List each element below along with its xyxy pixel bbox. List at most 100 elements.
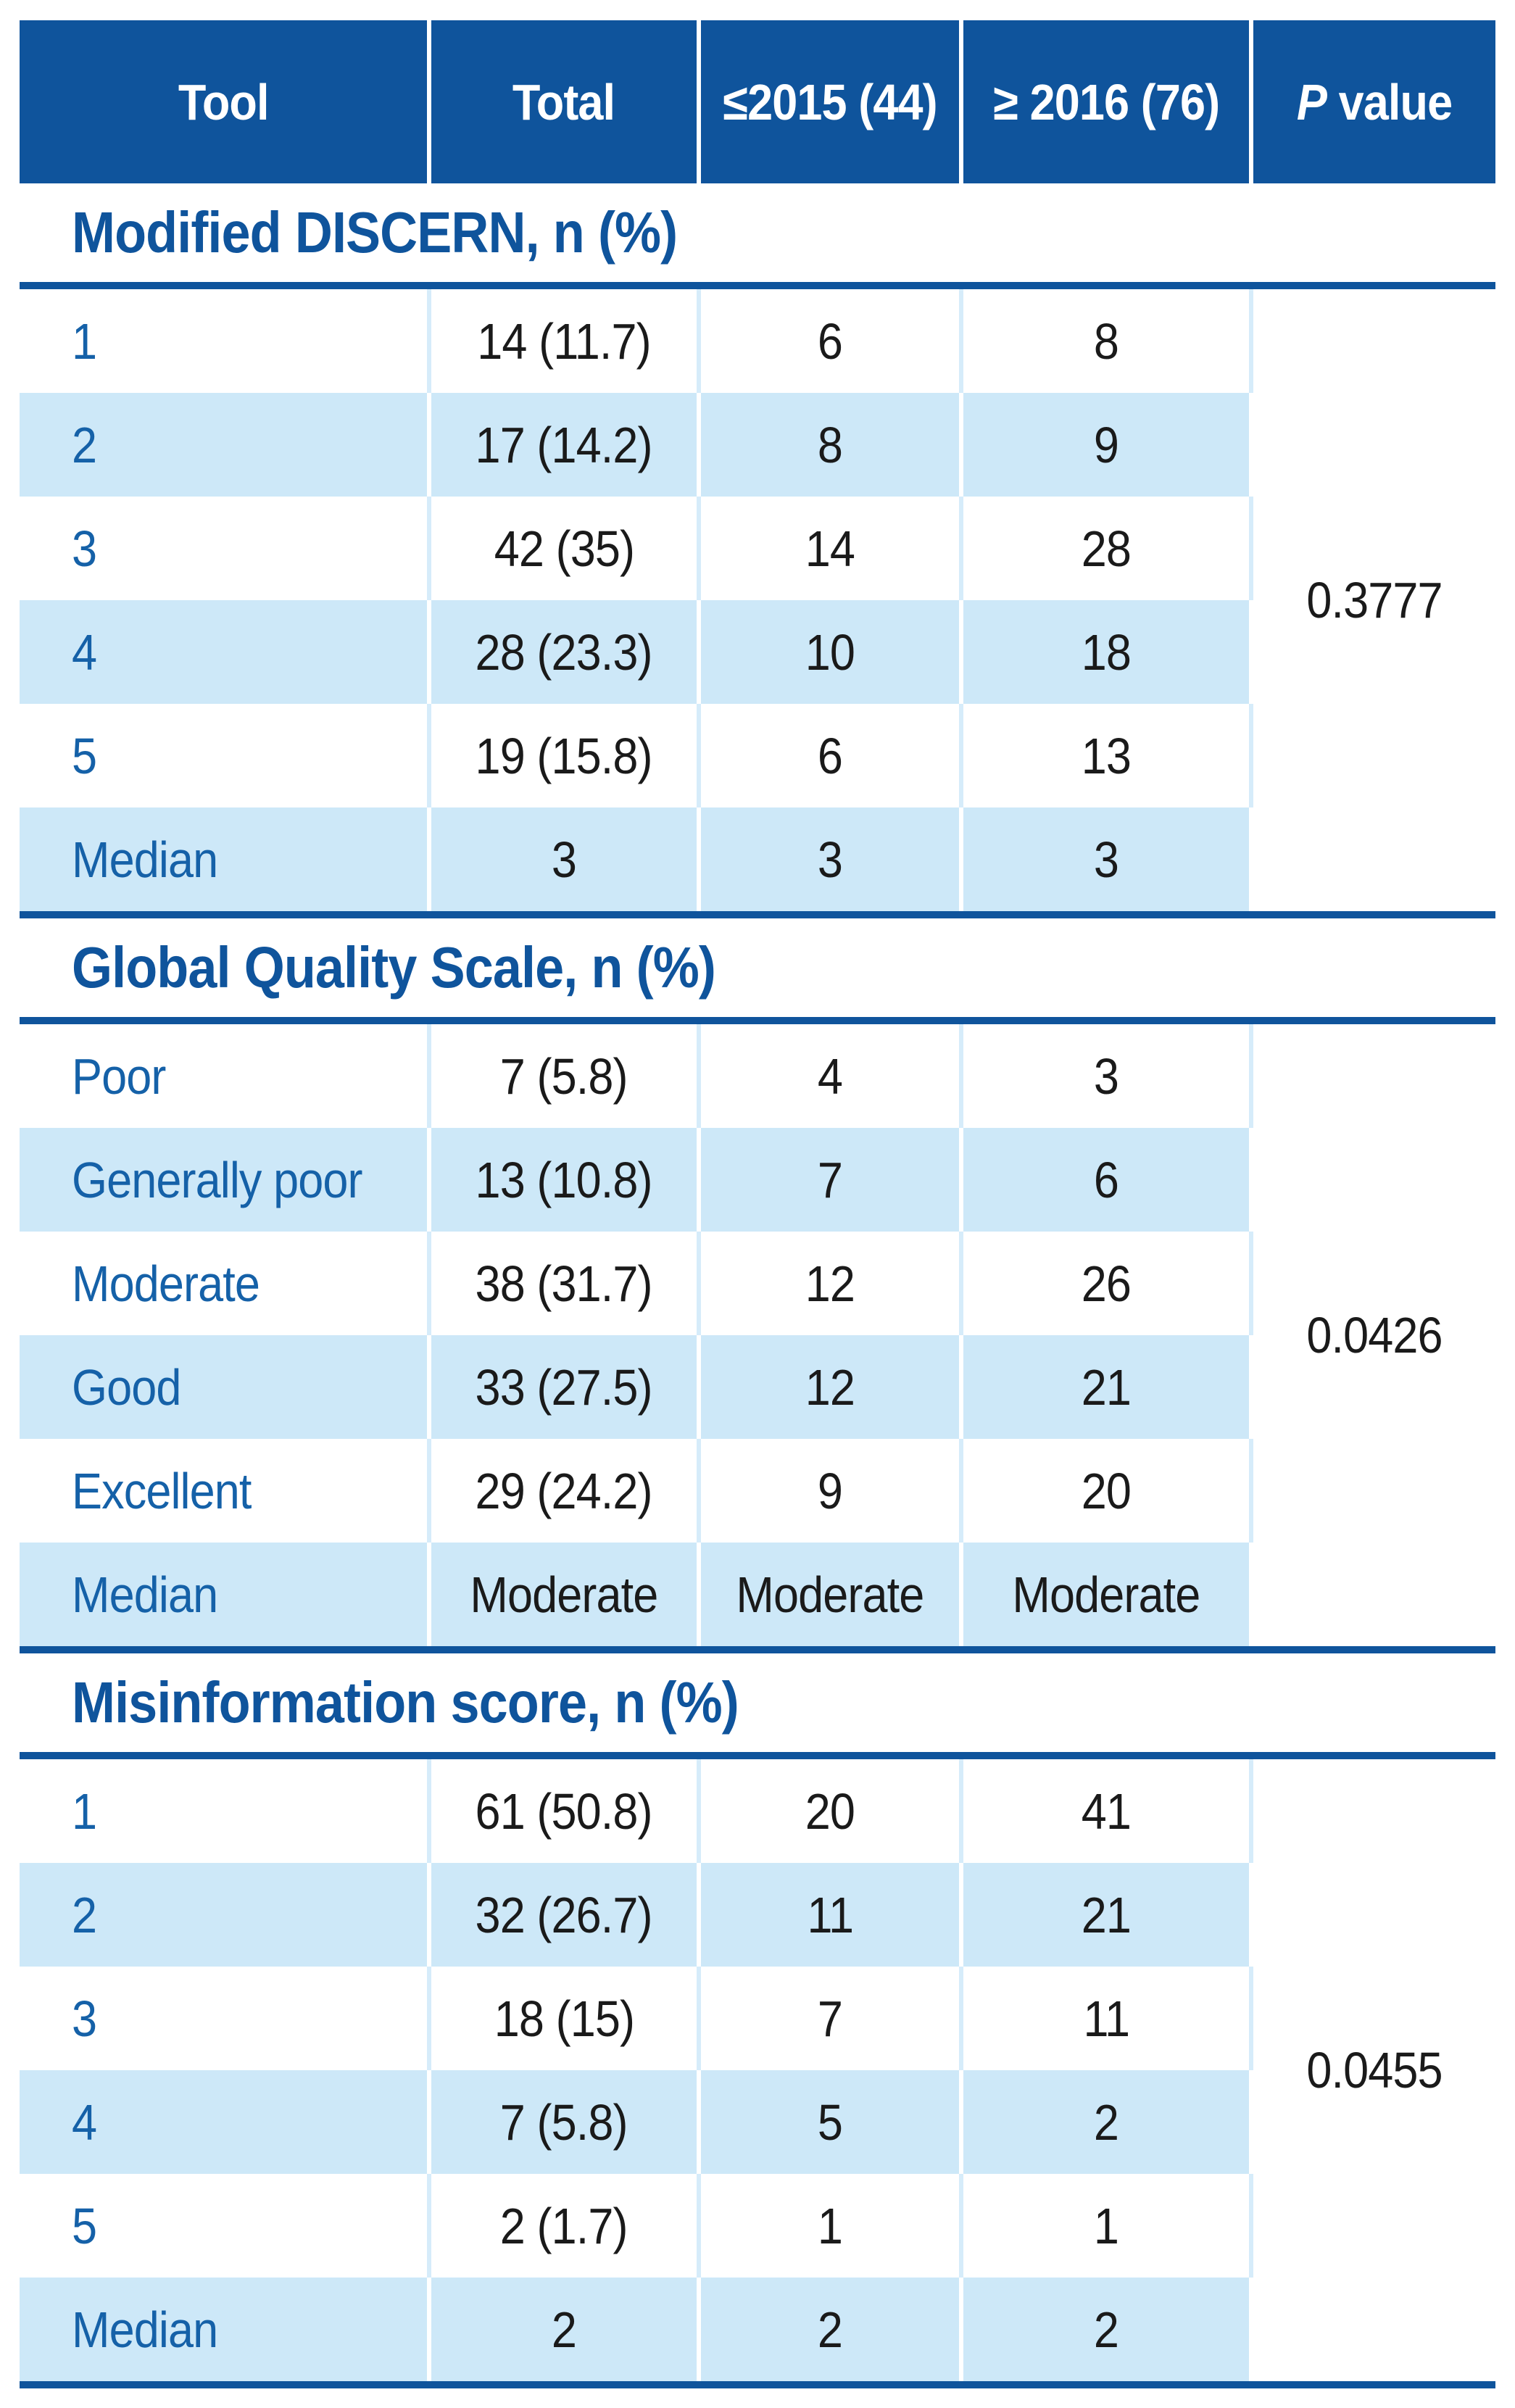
cell-text: Moderate — [470, 1566, 659, 1623]
table-row: Good 33 (27.5) 12 21 — [20, 1335, 1495, 1439]
cell-tool: 2 — [20, 393, 431, 497]
cell-text: 7 — [817, 1151, 843, 1208]
cell-text: 8 — [1093, 312, 1119, 370]
table-row: 4 28 (23.3) 10 18 — [20, 600, 1495, 704]
cell-tool: Median — [20, 2278, 431, 2388]
cell-ge2016: 3 — [961, 807, 1253, 918]
cell-ge2016: 18 — [961, 600, 1253, 704]
cell-le2015: 5 — [699, 2070, 963, 2174]
cell-le2015: 10 — [699, 600, 963, 704]
cell-text: 4 — [72, 623, 97, 681]
cell-tool: 3 — [20, 497, 431, 600]
cell-text: 3 — [72, 1990, 97, 2047]
cell-text: 0.0426 — [1306, 1307, 1443, 1363]
cell-le2015: 7 — [699, 1967, 963, 2070]
cell-le2015: 12 — [699, 1335, 963, 1439]
cell-text: 7 (5.8) — [500, 2093, 628, 2151]
cell-text: 14 — [805, 520, 855, 577]
cell-text: 17 (14.2) — [475, 416, 653, 473]
cell-text: 11 — [1083, 1990, 1130, 2047]
cell-text: 2 — [72, 416, 97, 473]
table-row: 4 7 (5.8) 5 2 — [20, 2070, 1495, 2174]
cell-p-value: 0.0426 — [1251, 1021, 1495, 1653]
cell-text: 33 (27.5) — [475, 1358, 653, 1416]
cell-text: 42 (35) — [494, 520, 634, 577]
cell-tool: Poor — [20, 1021, 431, 1128]
cell-total: 28 (23.3) — [429, 600, 701, 704]
cell-text: 8 — [817, 416, 843, 473]
cell-total: 14 (11.7) — [429, 286, 701, 393]
cell-text: 1 — [72, 1782, 97, 1840]
cell-text: 2 — [1093, 2301, 1119, 2358]
cell-text: 41 — [1081, 1782, 1132, 1840]
cell-text: 3 — [551, 831, 577, 888]
cell-text: 28 (23.3) — [475, 623, 653, 681]
cell-total: 13 (10.8) — [429, 1128, 701, 1232]
cell-total: 7 (5.8) — [429, 2070, 701, 2174]
cell-text: 2 — [551, 2301, 577, 2358]
cell-le2015: 9 — [699, 1439, 963, 1543]
cell-text: Generally poor — [72, 1151, 363, 1208]
header-text: Total — [512, 73, 615, 130]
cell-text: 5 — [72, 727, 97, 784]
cell-le2015: 6 — [699, 286, 963, 393]
table-row: 5 2 (1.7) 1 1 — [20, 2174, 1495, 2278]
cell-text: 2 — [817, 2301, 843, 2358]
cell-ge2016: 6 — [961, 1128, 1253, 1232]
table-row: 2 32 (26.7) 11 21 — [20, 1863, 1495, 1967]
section-title-row: Modified DISCERN, n (%) — [20, 183, 1495, 289]
cell-le2015: 7 — [699, 1128, 963, 1232]
cell-text: 9 — [1093, 416, 1119, 473]
cell-total: 2 (1.7) — [429, 2174, 701, 2278]
header-text: ≤2015 (44) — [723, 73, 937, 130]
cell-text: Poor — [72, 1047, 166, 1105]
cell-text: Moderate — [1012, 1566, 1201, 1623]
section-title: Global Quality Scale, n (%) — [20, 915, 1495, 1024]
cell-total: 3 — [429, 807, 701, 918]
cell-text: 7 — [817, 1990, 843, 2047]
cell-text: 2 — [1093, 2093, 1119, 2151]
cell-tool: Excellent — [20, 1439, 431, 1543]
cell-text: 3 — [817, 831, 843, 888]
cell-text: 0.3777 — [1306, 572, 1443, 628]
cell-text: 1 — [1093, 2197, 1119, 2254]
cell-le2015: 20 — [699, 1756, 963, 1863]
table-row: 2 17 (14.2) 8 9 — [20, 393, 1495, 497]
cell-ge2016: 20 — [961, 1439, 1253, 1543]
cell-tool: Moderate — [20, 1232, 431, 1335]
p-italic: P — [1296, 73, 1327, 130]
col-header-ge2016: ≥ 2016 (76) — [961, 20, 1253, 183]
cell-ge2016: 8 — [961, 286, 1253, 393]
cell-ge2016: 2 — [961, 2278, 1253, 2388]
table-row-median: Median Moderate Moderate Moderate — [20, 1543, 1495, 1653]
cell-text: 3 — [1093, 831, 1119, 888]
cell-le2015: 14 — [699, 497, 963, 600]
cell-text: 6 — [1093, 1151, 1119, 1208]
cell-ge2016: 21 — [961, 1335, 1253, 1439]
cell-ge2016: 9 — [961, 393, 1253, 497]
cell-ge2016: 2 — [961, 2070, 1253, 2174]
table-row: Excellent 29 (24.2) 9 20 — [20, 1439, 1495, 1543]
cell-total: 61 (50.8) — [429, 1756, 701, 1863]
cell-le2015: 3 — [699, 807, 963, 918]
cell-le2015: 2 — [699, 2278, 963, 2388]
cell-text: 4 — [72, 2093, 97, 2151]
cell-text: 5 — [72, 2197, 97, 2254]
cell-text: 5 — [817, 2093, 843, 2151]
cell-tool: 3 — [20, 1967, 431, 2070]
section-title: Misinformation score, n (%) — [20, 1650, 1495, 1759]
section-title-row: Misinformation score, n (%) — [20, 1650, 1495, 1759]
cell-le2015: 4 — [699, 1021, 963, 1128]
cell-ge2016: 1 — [961, 2174, 1253, 2278]
col-header-le2015: ≤2015 (44) — [699, 20, 963, 183]
cell-total: 2 — [429, 2278, 701, 2388]
cell-ge2016: Moderate — [961, 1543, 1253, 1653]
cell-text: 12 — [805, 1255, 855, 1312]
cell-text: 38 (31.7) — [475, 1255, 653, 1312]
cell-text: 2 (1.7) — [500, 2197, 628, 2254]
cell-total: 19 (15.8) — [429, 704, 701, 807]
cell-total: Moderate — [429, 1543, 701, 1653]
cell-text: 61 (50.8) — [475, 1782, 653, 1840]
table-row: 3 42 (35) 14 28 — [20, 497, 1495, 600]
cell-text: Moderate — [72, 1255, 260, 1312]
